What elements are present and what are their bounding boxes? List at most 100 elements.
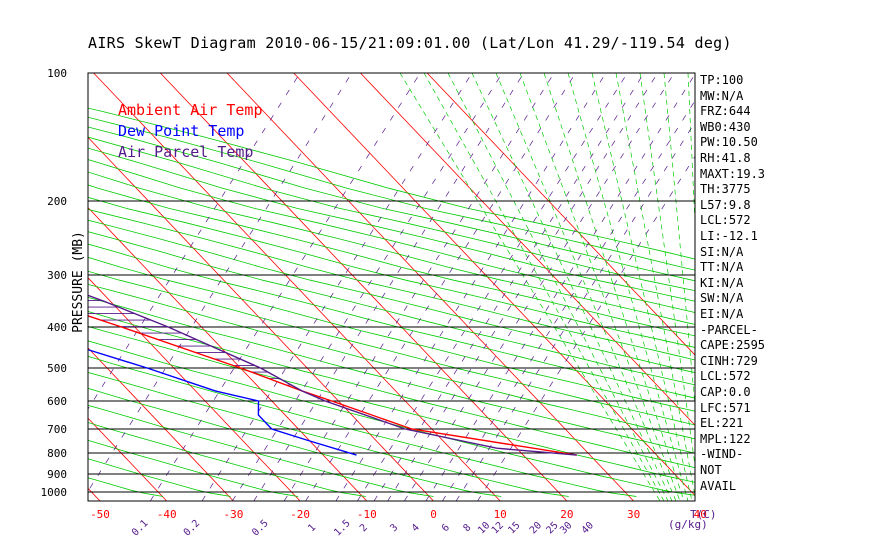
index-item: MW:N/A — [700, 88, 744, 103]
dry-adiabat-line — [88, 107, 695, 260]
pressure-tick-label: 400 — [47, 321, 67, 334]
chart-title: AIRS SkewT Diagram 2010-06-15/21:09:01.0… — [88, 34, 732, 52]
mixing-ratio-line — [201, 73, 473, 501]
mixing-ratio-tick-label: 2 — [358, 522, 370, 534]
series-line-ambient-air-temp — [88, 315, 577, 456]
index-item: MPL:122 — [700, 431, 751, 446]
mixing-ratio-tick-label: 8 — [462, 522, 474, 534]
moist-adiabat-line — [639, 73, 695, 468]
mixing-ratio-line — [88, 73, 353, 492]
index-item: FRZ:644 — [700, 104, 751, 119]
index-item: SW:N/A — [700, 291, 744, 306]
dry-adiabat-line — [88, 283, 695, 440]
index-item: CINH:729 — [700, 353, 758, 368]
index-item: WB0:430 — [700, 119, 751, 134]
pressure-tick-label: 500 — [47, 362, 67, 375]
mixing-ratio-tick-label: 0.2 — [182, 518, 203, 539]
dry-adiabat-line — [88, 422, 366, 497]
isotherm-line — [88, 347, 234, 501]
mixing-ratio-tick-label: 12 — [490, 520, 506, 536]
moist-adiabat-line — [399, 73, 661, 501]
pressure-tick-label: 900 — [47, 468, 67, 481]
pressure-tick-label: 700 — [47, 423, 67, 436]
bottom-temp-tick-label: 0 — [430, 508, 437, 521]
index-item: LFC:571 — [700, 400, 751, 415]
dry-adiabat-line — [88, 136, 695, 292]
index-item: AVAIL — [700, 478, 737, 493]
pressure-tick-label: 200 — [47, 195, 67, 208]
mixing-ratio-line — [231, 73, 503, 501]
isotherm-line — [226, 73, 634, 501]
dry-adiabat-line — [88, 387, 502, 497]
bottom-temp-tick-label: -50 — [90, 508, 110, 521]
index-item: NOT — [700, 463, 722, 477]
mixing-ratio-line — [335, 73, 607, 501]
dry-adiabat-line — [88, 171, 695, 325]
bottom-temp-tick-label: 20 — [560, 508, 573, 521]
moist-adiabat-line — [543, 73, 685, 501]
index-item: LI:-12.1 — [700, 229, 758, 243]
mixing-ratio-tick-label: 15 — [506, 520, 522, 536]
mixing-ratio-tick-label: 0.5 — [250, 518, 271, 539]
index-item: SI:N/A — [700, 244, 744, 259]
index-item: MAXT:19.3 — [700, 166, 766, 181]
moist-adiabat-line — [591, 73, 693, 501]
mixing-ratio-line — [305, 73, 576, 501]
mixing-ratio-tick-label: 40 — [580, 520, 596, 536]
mixing-ratio-tick-label: 20 — [528, 520, 544, 536]
mixing-ratio-tick-label: 3 — [388, 522, 400, 534]
dry-adiabat-line — [88, 458, 231, 497]
mixing-ratio-line — [253, 73, 525, 501]
dry-adiabat-line — [88, 404, 434, 497]
mixing-ratio-line — [442, 99, 695, 501]
mixing-ratio-tick-label: 1 — [306, 522, 318, 534]
isotherm-line — [88, 136, 434, 501]
series-line-dew-point-temp — [88, 348, 357, 456]
isotherm-line — [0, 73, 33, 501]
dry-adiabat-line — [88, 355, 637, 497]
bottom-temp-tick-label: -40 — [157, 508, 177, 521]
index-item: EI:N/A — [700, 307, 744, 321]
moist-adiabat-line — [423, 73, 665, 501]
mixing-ratio-line — [387, 73, 658, 501]
index-item: RH:41.8 — [700, 151, 751, 165]
dry-adiabat-line — [88, 256, 695, 412]
bottom-temp-tick-label: -20 — [290, 508, 310, 521]
mixing-ratio-line — [455, 121, 695, 501]
dry-adiabat-line — [88, 340, 695, 496]
dry-adiabat-line — [88, 311, 695, 469]
bottom-temp-tick-label: -30 — [223, 508, 243, 521]
series-line-air-parcel-temp — [88, 294, 577, 456]
dry-adiabat-line — [88, 159, 695, 313]
bottom-temp-tick-label: 10 — [494, 508, 507, 521]
mixing-ratio-line — [88, 73, 301, 410]
mixing-ratio-tick-label: 4 — [410, 522, 422, 534]
isotherm-line — [160, 73, 568, 501]
pressure-tick-label: 800 — [47, 447, 67, 460]
pressure-tick-label: 300 — [47, 269, 67, 282]
dry-adiabat-line — [88, 243, 695, 399]
index-item: L57:9.8 — [700, 197, 751, 212]
mixing-ratio-line — [403, 73, 675, 501]
index-item: -WIND- — [700, 447, 744, 462]
index-item: TH:3775 — [700, 182, 751, 197]
mixing-ratio-unit-label: (g/kg) — [668, 518, 708, 531]
mixing-ratio-tick-label: 30 — [558, 520, 574, 536]
bottom-temp-tick-label: 40 — [694, 508, 707, 521]
dry-adiabat-line — [88, 270, 695, 426]
temp-unit-label: T(C) — [690, 508, 717, 521]
index-item: PW:10.50 — [700, 135, 758, 150]
legend-entry: Air Parcel Temp — [118, 143, 254, 161]
mixing-ratio-tick-label: 1.5 — [332, 518, 353, 539]
dry-adiabat-line — [88, 196, 695, 348]
isotherm-line — [93, 73, 501, 501]
isotherm-line — [360, 73, 695, 426]
moist-adiabat-line — [471, 73, 673, 501]
plot-frame — [87, 72, 696, 502]
plot-area — [0, 73, 695, 501]
y-axis-label: PRESSURE (MB) — [71, 231, 86, 333]
dry-adiabat-line — [88, 326, 695, 483]
index-item: KI:N/A — [700, 275, 744, 290]
index-item: LCL:572 — [700, 213, 751, 228]
